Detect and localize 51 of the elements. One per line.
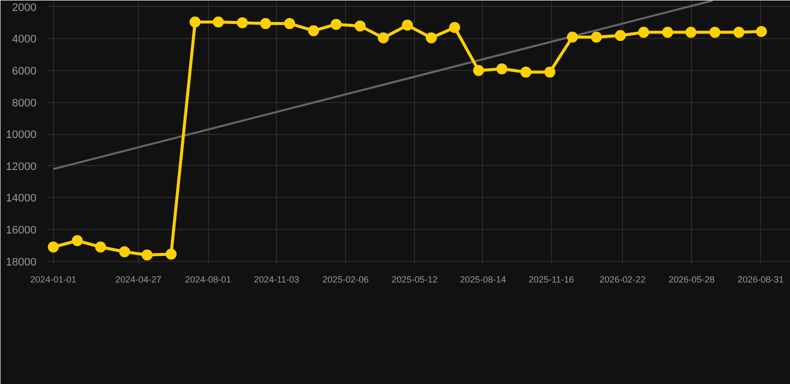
point — [119, 246, 130, 258]
point — [520, 66, 532, 78]
point — [72, 235, 83, 246]
point — [166, 248, 177, 260]
y-tick-label: 18000 — [6, 256, 37, 268]
x-tick-label: 2025-08-14 — [460, 274, 506, 284]
point — [614, 30, 626, 41]
y-tick-label: 4000 — [12, 34, 37, 46]
y-tick-label: 10000 — [6, 129, 37, 142]
point — [142, 249, 153, 260]
point — [496, 63, 508, 74]
x-tick-label: 2024-01-01 — [30, 274, 76, 284]
point — [449, 22, 460, 34]
y-tick-label: 12000 — [6, 160, 37, 173]
x-tick-label: 2026-08-31 — [738, 274, 784, 284]
x-tick-label: 2025-02-06 — [322, 274, 369, 284]
point — [566, 32, 578, 43]
point — [733, 26, 744, 38]
point — [48, 242, 59, 252]
point — [378, 32, 389, 44]
point — [544, 66, 556, 78]
x-tick-label: 2024-08-01 — [185, 274, 232, 284]
x-tick-label: 2025-11-16 — [528, 274, 574, 284]
point — [236, 17, 248, 28]
point — [426, 32, 437, 44]
point — [260, 18, 272, 30]
y-tick-label: 2000 — [12, 2, 37, 14]
point — [685, 26, 696, 38]
point — [95, 242, 106, 252]
point — [473, 64, 484, 76]
x-tick-label: 2025-05-12 — [392, 274, 438, 284]
x-tick-label: 2026-05-28 — [668, 274, 715, 284]
point — [284, 18, 296, 30]
point — [709, 26, 720, 38]
point — [638, 26, 650, 38]
x-tick-label: 2024-04-27 — [115, 274, 162, 284]
x-tick-label: 2026-02-22 — [600, 274, 646, 284]
point — [354, 20, 366, 32]
y-tick-label: 6000 — [12, 65, 37, 78]
point — [190, 16, 201, 28]
point — [212, 16, 224, 28]
y-tick-label: 16000 — [6, 224, 37, 237]
y-tick-label: 14000 — [6, 192, 37, 205]
point — [756, 26, 767, 37]
point — [402, 20, 413, 31]
point — [330, 18, 342, 30]
point — [662, 26, 674, 38]
point — [308, 25, 320, 36]
y-tick-label: 8000 — [12, 97, 37, 110]
point — [590, 32, 602, 43]
x-tick-label: 2024-11-03 — [254, 274, 300, 284]
